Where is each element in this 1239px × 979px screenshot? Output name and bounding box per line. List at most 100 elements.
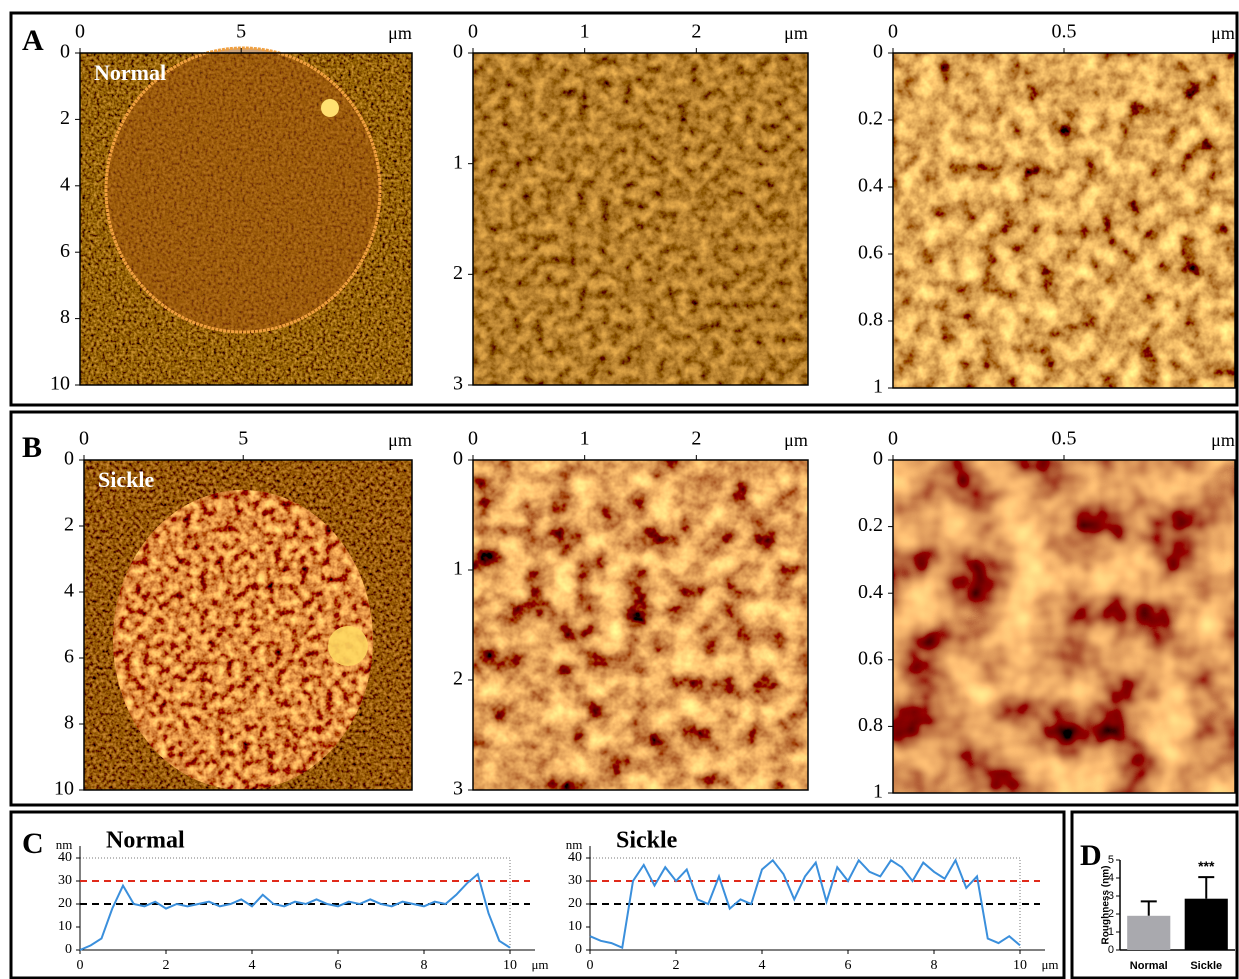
x-unit: μm (784, 23, 808, 43)
afm-image (473, 53, 808, 385)
image-frame (79, 52, 413, 386)
particle (321, 99, 339, 117)
x-unit: μm (1041, 957, 1058, 972)
y-tick-label: 0.2 (858, 514, 883, 536)
y-tick-label: 4 (64, 580, 74, 602)
x-unit: μm (388, 430, 412, 450)
y-axis-label: Roughness (nm) (1101, 866, 1112, 945)
bar (1127, 915, 1171, 950)
x-tick-label: 6 (845, 958, 852, 973)
image-annotation: Sickle (98, 467, 154, 492)
y-tick-label: 2 (1108, 908, 1114, 920)
panel-frame (9, 810, 1066, 979)
image-frame (472, 459, 809, 791)
panel-label: A (22, 24, 44, 57)
y-unit: nm (56, 837, 73, 852)
y-tick-label: 0.8 (858, 714, 883, 736)
x-tick-label: Sickle (1190, 960, 1222, 972)
profile-line (589, 858, 1021, 950)
x-tick-label: 2 (673, 958, 680, 973)
y-tick-label: 8 (60, 306, 70, 328)
y-tick-label: 0.6 (858, 242, 883, 264)
x-tick-label: 0 (75, 21, 85, 43)
x-unit: μm (388, 23, 412, 43)
x-tick-label: 0.5 (1052, 428, 1077, 450)
x-tick-label: 4 (759, 958, 766, 973)
panel-frame (9, 11, 1239, 407)
particle (328, 626, 368, 666)
y-tick-label: 0 (64, 448, 74, 470)
y-tick-label: 10 (54, 778, 74, 800)
x-tick-label: 0 (468, 428, 478, 450)
y-tick-label: 1 (453, 151, 463, 173)
y-tick-label: 1 (453, 558, 463, 580)
x-tick-label: 2 (691, 21, 701, 43)
y-tick-label: 0.2 (858, 108, 883, 130)
y-tick-label: 0.8 (858, 309, 883, 331)
x-unit: μm (531, 957, 548, 972)
x-tick-label: 0 (79, 428, 89, 450)
y-tick-label: 8 (64, 712, 74, 734)
y-tick-label: 0 (873, 41, 883, 63)
x-tick-label: 6 (335, 958, 342, 973)
x-tick-label: 2 (691, 428, 701, 450)
y-tick-label: 4 (1108, 872, 1114, 884)
chart-title: Sickle (616, 828, 678, 854)
y-tick-label: 2 (64, 514, 74, 536)
y-tick-label: 0 (60, 41, 70, 63)
x-tick-label: 0 (888, 21, 898, 43)
x-tick-label: 0 (77, 958, 84, 973)
y-tick-label: 2 (60, 107, 70, 129)
y-tick-label: 0.4 (858, 581, 883, 603)
y-tick-label: 1 (1108, 926, 1114, 938)
x-tick-label: 8 (931, 958, 938, 973)
panel-frame (9, 410, 1239, 807)
y-tick-label: 20 (58, 896, 72, 911)
y-tick-label: 40 (58, 850, 72, 865)
y-tick-label: 0 (575, 942, 582, 957)
afm-image (893, 53, 1235, 388)
y-tick-label: 0 (453, 448, 463, 470)
significance: *** (1198, 858, 1215, 874)
x-tick-label: 10 (503, 958, 517, 973)
chart-title: Normal (106, 828, 185, 854)
panel-label: B (22, 431, 42, 464)
y-tick-label: 0 (65, 942, 72, 957)
panel-label: C (22, 827, 44, 860)
y-unit: nm (566, 837, 583, 852)
panel-label: D (1080, 839, 1102, 872)
y-tick-label: 30 (568, 873, 582, 888)
x-tick-label: 1 (580, 21, 590, 43)
x-tick-label: 0 (888, 428, 898, 450)
y-tick-label: 3 (453, 778, 463, 800)
y-tick-label: 4 (60, 173, 70, 195)
image-annotation: Normal (94, 60, 166, 85)
bar (1184, 898, 1228, 950)
x-unit: μm (784, 430, 808, 450)
y-tick-label: 2 (453, 262, 463, 284)
y-tick-label: 0 (453, 41, 463, 63)
x-tick-label: 0 (468, 21, 478, 43)
image-frame (83, 459, 413, 791)
y-tick-label: 2 (453, 668, 463, 690)
x-tick-label: 8 (421, 958, 428, 973)
y-tick-label: 0 (1108, 944, 1114, 956)
y-tick-label: 40 (568, 850, 582, 865)
y-tick-label: 6 (64, 646, 74, 668)
cell (104, 46, 382, 334)
x-tick-label: 10 (1013, 958, 1027, 973)
x-tick-label: 5 (236, 21, 246, 43)
y-tick-label: 0.6 (858, 647, 883, 669)
y-tick-label: 3 (453, 373, 463, 395)
image-frame (472, 52, 809, 386)
y-tick-label: 10 (58, 919, 72, 934)
y-tick-label: 10 (568, 919, 582, 934)
afm-image (473, 460, 808, 790)
y-tick-label: 6 (60, 240, 70, 262)
y-tick-label: 0 (873, 448, 883, 470)
y-tick-label: 5 (1108, 854, 1114, 866)
x-tick-label: 2 (163, 958, 170, 973)
y-tick-label: 20 (568, 896, 582, 911)
